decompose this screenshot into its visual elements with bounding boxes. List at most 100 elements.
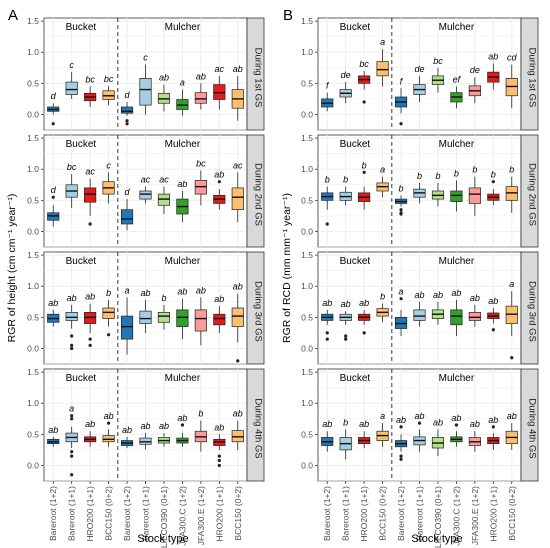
significance-letter: b xyxy=(417,171,422,181)
box-5: ab xyxy=(394,415,408,461)
box-iqr xyxy=(194,92,207,104)
box-4: bc xyxy=(102,74,115,106)
x-tick-label: HRO200 (1+1) xyxy=(85,486,95,542)
box-9: b xyxy=(468,165,481,216)
box-2: de xyxy=(339,70,352,104)
box-10: ac xyxy=(213,64,226,110)
box-1: d xyxy=(47,91,60,126)
significance-letter: ab xyxy=(233,409,243,419)
significance-letter: f xyxy=(326,81,330,91)
panel-a-facet-3-strip xyxy=(246,251,265,365)
significance-letter: bc xyxy=(85,74,95,84)
significance-letter: bc xyxy=(67,162,77,172)
x-tick-label: Bareroot (1+2) xyxy=(322,486,332,541)
y-tick-label: 1.0 xyxy=(27,164,39,174)
box-3: ab xyxy=(84,419,97,447)
significance-letter: ab xyxy=(140,288,150,298)
box-3: b xyxy=(358,160,371,210)
significance-letter: ac xyxy=(141,175,151,185)
outlier-point xyxy=(325,222,329,226)
box-10: b xyxy=(487,170,500,206)
significance-letter: ab xyxy=(470,293,480,303)
significance-letter: ab xyxy=(177,179,187,189)
outlier-point xyxy=(399,454,403,458)
x-tick-label: BCC150 (0+2) xyxy=(104,486,114,541)
box-1: ab xyxy=(47,298,60,327)
outlier-point xyxy=(70,343,74,347)
box-7: ab xyxy=(157,421,171,447)
x-tick-label: BCC150 (0+2) xyxy=(507,486,517,541)
panel-label-a: A xyxy=(8,7,18,24)
x-tick-label: Bareroot (1+1) xyxy=(415,486,425,541)
group-label-bucket: Bucket xyxy=(66,373,97,384)
box-iqr xyxy=(468,312,481,321)
outlier-point xyxy=(51,122,55,126)
box-3: ab xyxy=(84,292,97,347)
significance-letter: ab xyxy=(196,71,206,81)
box-5: f xyxy=(394,76,408,126)
y-tick-label: 0.5 xyxy=(27,429,39,439)
significance-letter: b xyxy=(106,288,111,298)
group-label-mulcher: Mulcher xyxy=(165,256,201,267)
box-iqr xyxy=(120,106,134,114)
outlier-point xyxy=(344,337,348,341)
box-iqr xyxy=(231,187,244,211)
box-10: ab xyxy=(487,415,500,450)
box-1: ab xyxy=(47,425,60,447)
significance-letter: c xyxy=(143,53,148,63)
group-label-mulcher: Mulcher xyxy=(165,139,201,150)
x-tick-label: JFA300.E (1+2) xyxy=(470,486,480,545)
outlier-point xyxy=(125,122,129,126)
group-label-bucket: Bucket xyxy=(66,256,97,267)
significance-letter: de xyxy=(470,65,480,75)
outlier-point xyxy=(510,356,514,360)
group-label-bucket: Bucket xyxy=(340,22,371,33)
box-2: c xyxy=(65,60,78,99)
significance-letter: ab xyxy=(104,411,114,421)
box-4: c xyxy=(102,160,115,204)
y-tick-label: 1.5 xyxy=(27,367,39,377)
significance-letter: ab xyxy=(433,417,443,427)
group-label-mulcher: Mulcher xyxy=(165,22,201,33)
x-axis-title-a: Stock type xyxy=(137,533,188,545)
box-9: ab xyxy=(194,71,207,110)
box-4: b xyxy=(102,288,115,337)
x-tick-label: Bareroot (1+2) xyxy=(122,486,132,541)
group-label-mulcher: Mulcher xyxy=(439,373,475,384)
box-9: de xyxy=(468,65,481,104)
outlier-point xyxy=(106,333,111,337)
significance-letter: b xyxy=(509,165,514,175)
significance-letter: ab xyxy=(507,411,517,421)
significance-letter: ac xyxy=(85,167,95,177)
significance-letter: ac xyxy=(233,160,243,170)
y-tick-label: 1.5 xyxy=(27,250,39,260)
outlier-point xyxy=(88,337,92,341)
x-tick-label: HRO200 (1+1) xyxy=(488,486,498,542)
significance-letter: ab xyxy=(159,421,169,431)
box-7: bc xyxy=(431,56,445,93)
outlier-point xyxy=(344,334,348,338)
group-label-mulcher: Mulcher xyxy=(439,139,475,150)
x-tick-label: HRO200 (1+1) xyxy=(214,486,224,542)
significance-letter: a xyxy=(399,287,404,297)
outlier-point xyxy=(70,334,74,338)
box-iqr xyxy=(84,187,97,203)
significance-letter: a xyxy=(180,78,185,88)
significance-letter: ab xyxy=(233,282,243,292)
box-11: a xyxy=(505,279,518,360)
box-7: ac xyxy=(157,175,171,215)
group-label-mulcher: Mulcher xyxy=(439,22,475,33)
y-tick-label: 0.5 xyxy=(27,78,39,88)
panel-label-b: B xyxy=(283,7,293,24)
outlier-point xyxy=(217,463,221,468)
group-label-bucket: Bucket xyxy=(340,256,371,267)
outlier-point xyxy=(217,180,221,184)
panel-a-facet-4-strip-label: During 4th GS xyxy=(253,398,264,458)
panel-a-facet-1-strip xyxy=(246,17,265,131)
significance-letter: b xyxy=(343,175,348,185)
significance-letter: b xyxy=(491,170,496,180)
significance-letter: ab xyxy=(67,293,77,303)
outlier-point xyxy=(70,473,74,477)
outlier-point xyxy=(399,122,403,126)
significance-letter: cd xyxy=(507,53,518,63)
